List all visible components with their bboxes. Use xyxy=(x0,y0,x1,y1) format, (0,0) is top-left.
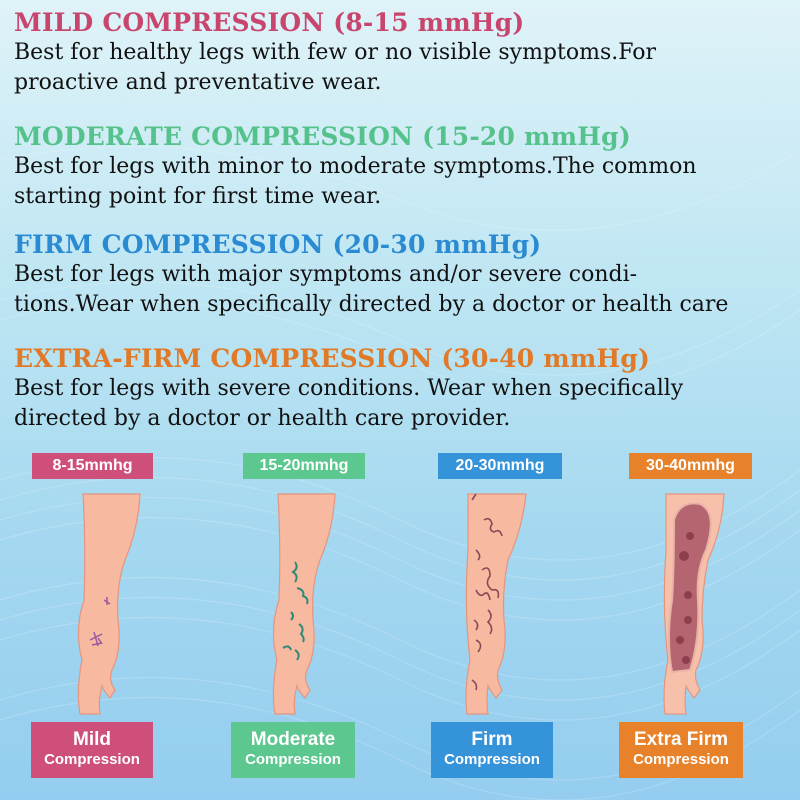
heading-mild: MILD COMPRESSION (8-15 mmHg) xyxy=(14,8,525,37)
body-line: proactive and preventative wear. xyxy=(14,70,382,95)
badge-20-30: 20-30mmhg xyxy=(438,453,562,479)
section-mild: MILD COMPRESSION (8-15 mmHg) Best for he… xyxy=(14,8,794,98)
label-title: Firm xyxy=(471,729,513,750)
label-firm-compression: Firm Compression xyxy=(431,722,553,778)
body-line: Best for legs with severe conditions. We… xyxy=(14,376,684,401)
heading-extra-firm: EXTRA-FIRM COMPRESSION (30-40 mmHg) xyxy=(14,344,651,373)
leg-mild-illustration xyxy=(77,493,141,715)
label-subtitle: Compression xyxy=(245,751,341,768)
body-line: starting point for first time wear. xyxy=(14,184,382,209)
leg-extra-firm-illustration xyxy=(663,493,725,715)
leg-firm-illustration xyxy=(465,493,527,715)
body-line: Best for legs with minor to moderate sym… xyxy=(14,154,697,179)
heading-firm: FIRM COMPRESSION (20-30 mmHg) xyxy=(14,230,542,259)
body-line: tions.Wear when specifically directed by… xyxy=(14,292,729,317)
section-extra-firm: EXTRA-FIRM COMPRESSION (30-40 mmHg) Best… xyxy=(14,344,794,434)
heading-moderate: MODERATE COMPRESSION (15-20 mmHg) xyxy=(14,122,631,151)
section-moderate: MODERATE COMPRESSION (15-20 mmHg) Best f… xyxy=(14,122,794,212)
label-subtitle: Compression xyxy=(633,751,729,768)
section-firm: FIRM COMPRESSION (20-30 mmHg) Best for l… xyxy=(14,230,794,320)
badge-8-15: 8-15mmhg xyxy=(32,453,153,479)
badge-15-20: 15-20mmhg xyxy=(243,453,365,479)
label-title: Moderate xyxy=(250,729,336,750)
body-line: Best for healthy legs with few or no vis… xyxy=(14,40,657,65)
badge-30-40: 30-40mmhg xyxy=(629,453,752,479)
label-title: Extra Firm xyxy=(634,729,728,750)
label-subtitle: Compression xyxy=(444,751,540,768)
leg-moderate-illustration xyxy=(272,493,336,715)
body-line: Best for legs with major symptoms and/or… xyxy=(14,262,638,287)
label-extra-firm-compression: Extra Firm Compression xyxy=(619,722,743,778)
label-title: Mild xyxy=(73,729,111,750)
body-line: directed by a doctor or health care prov… xyxy=(14,406,511,431)
label-subtitle: Compression xyxy=(44,751,140,768)
label-mild-compression: Mild Compression xyxy=(31,722,153,778)
label-moderate-compression: Moderate Compression xyxy=(231,722,355,778)
